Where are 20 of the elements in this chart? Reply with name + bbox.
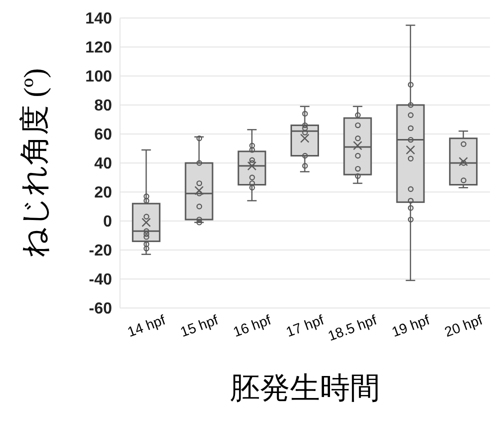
y-tick-label: 120: [85, 40, 112, 57]
y-tick-label: -60: [88, 300, 112, 318]
x-tick-label: 20 hpf: [442, 311, 485, 340]
y-tick-label: 0: [103, 214, 112, 231]
x-tick-label: 19 hpf: [390, 311, 432, 340]
y-tick-label: 140: [85, 10, 112, 28]
y-tick-label: -40: [88, 272, 112, 289]
y-tick-label: 80: [94, 98, 112, 115]
y-axis-title: ねじれ角度 (º): [18, 68, 52, 258]
y-tick-label: 60: [94, 126, 112, 144]
y-tick-label: 40: [94, 156, 112, 173]
x-tick-label: 17 hpf: [284, 311, 326, 340]
x-axis-title: 胚発生時間: [230, 372, 380, 405]
y-tick-label: 20: [94, 184, 112, 202]
x-tick-label: 15 hpf: [178, 311, 220, 340]
x-tick-label: 16 hpf: [230, 311, 274, 340]
y-tick-label: 100: [85, 68, 112, 86]
y-tick-label: -20: [88, 242, 112, 260]
x-tick-label: 14 hpf: [125, 311, 168, 340]
x-tick-label: 18.5 hpf: [326, 311, 379, 344]
